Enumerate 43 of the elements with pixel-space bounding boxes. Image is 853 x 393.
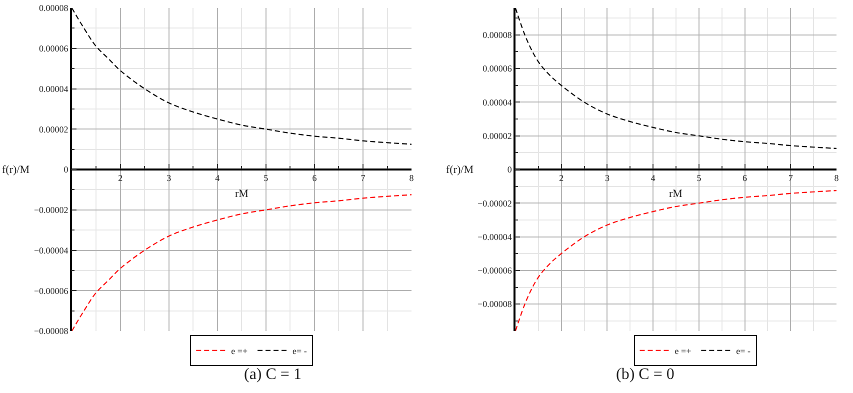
text: (b) C = 0 — [616, 366, 674, 383]
legend-label: e =+ — [231, 346, 248, 356]
y-axis-title: f(r)/M — [446, 164, 474, 176]
x-tick-label: 7 — [788, 173, 794, 184]
x-tick-label: 2 — [559, 173, 564, 184]
x-tick-label: 3 — [166, 173, 172, 184]
x-tick-label: 5 — [264, 173, 269, 184]
y-tick-label: −0.00004 — [478, 232, 512, 242]
y-tick-label: 0.00004 — [482, 97, 512, 108]
y-tick-label: −0.00002 — [478, 198, 512, 208]
x-tick-label: 6 — [742, 173, 748, 184]
y-tick-label: −0.00006 — [478, 266, 512, 276]
x-tick-label: 4 — [650, 173, 656, 184]
y-tick-label: 0.00004 — [39, 84, 69, 94]
y-tick-label: 0.00002 — [482, 131, 512, 141]
y-tick-label: 0.00008 — [39, 3, 69, 14]
legend-label: e= - — [292, 346, 307, 356]
text: (a) C = 1 — [244, 366, 302, 383]
y-tick-label: 0.00006 — [39, 44, 69, 54]
y-tick-label: −0.00008 — [34, 326, 69, 336]
x-tick-label: 2 — [118, 173, 123, 184]
y-axis-title: f(r)/M — [2, 164, 30, 176]
y-tick-label: 0 — [64, 164, 69, 175]
x-tick-label: 7 — [360, 173, 366, 184]
y-tick-label: −0.00006 — [34, 286, 69, 296]
x-tick-label: 3 — [604, 173, 610, 184]
y-tick-label: 0 — [507, 164, 512, 175]
line-series — [515, 190, 837, 331]
x-tick-label: 4 — [215, 173, 220, 184]
x-tick-label: 5 — [696, 173, 702, 184]
y-tick-label: −0.00004 — [34, 245, 69, 256]
x-tick-label: 6 — [312, 173, 318, 184]
legend-label: e =+ — [674, 346, 692, 356]
y-tick-label: 0.00006 — [482, 64, 512, 74]
x-tick-label: 8 — [409, 173, 414, 184]
legend-label: e= - — [736, 346, 750, 356]
y-tick-label: 0.00002 — [39, 124, 68, 134]
x-axis-title: rM — [235, 188, 249, 200]
x-axis-title: rM — [669, 188, 683, 200]
y-tick-label: −0.00008 — [478, 299, 512, 310]
y-tick-label: 0.00008 — [482, 30, 512, 40]
y-tick-label: −0.00002 — [34, 205, 68, 216]
x-tick-label: 8 — [834, 173, 840, 184]
